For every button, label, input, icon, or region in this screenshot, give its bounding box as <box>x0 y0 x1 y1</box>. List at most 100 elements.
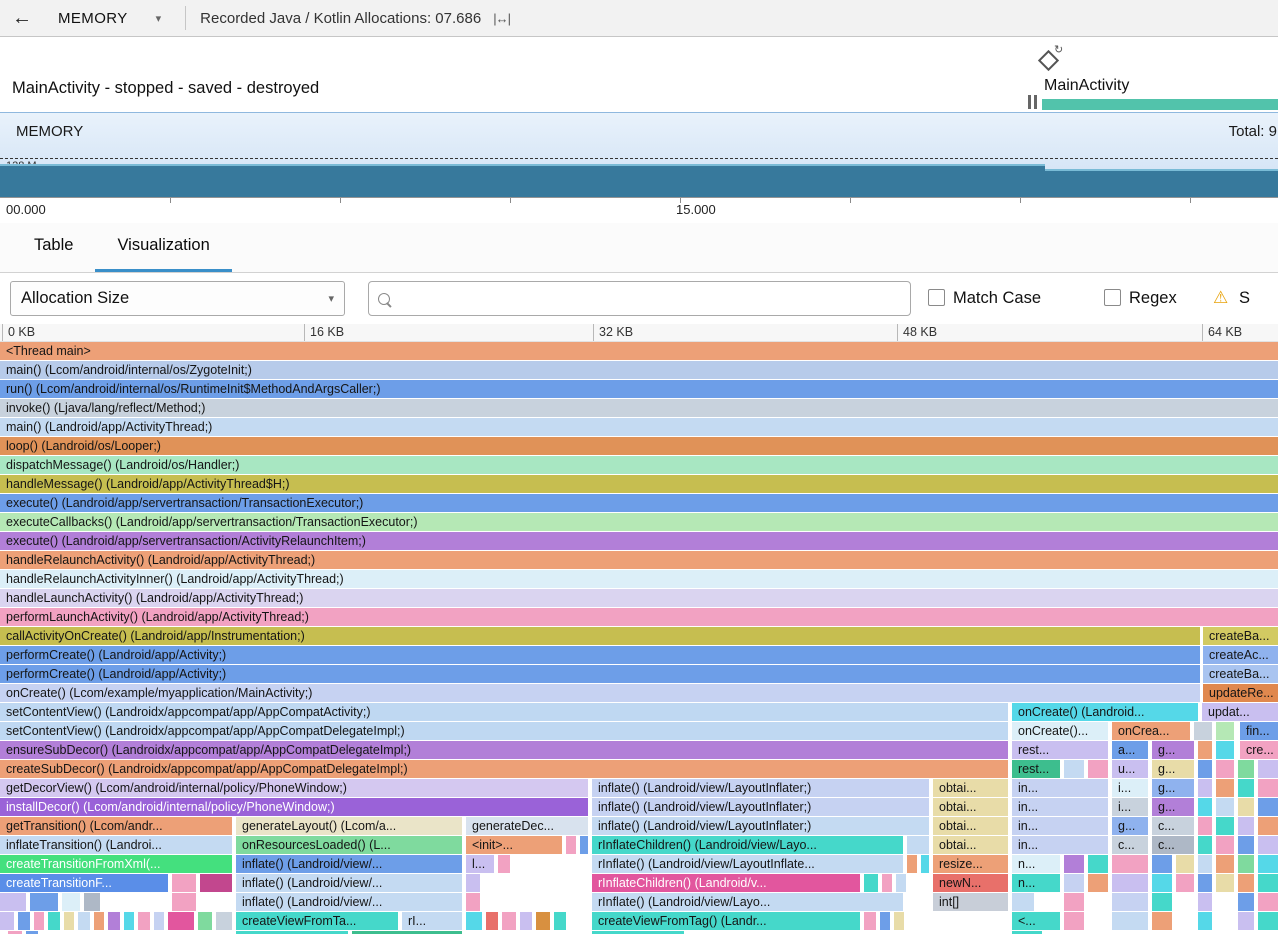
flame-segment[interactable] <box>1012 931 1042 934</box>
flame-segment[interactable] <box>1152 874 1172 892</box>
flame-segment[interactable] <box>1258 836 1278 854</box>
flame-segment[interactable] <box>592 931 684 934</box>
flame-segment[interactable] <box>882 874 892 892</box>
flame-segment[interactable]: main() (Landroid/app/ActivityThread;) <box>0 418 1278 436</box>
flame-segment[interactable]: obtai... <box>933 817 1008 835</box>
flame-segment[interactable] <box>1198 874 1212 892</box>
flame-segment[interactable] <box>1216 760 1234 778</box>
flame-segment[interactable] <box>1258 760 1278 778</box>
flame-segment[interactable]: rest... <box>1012 760 1060 778</box>
flame-segment[interactable]: getTransition() (Lcom/andr... <box>0 817 232 835</box>
flame-segment[interactable]: i... <box>1112 798 1148 816</box>
flame-segment[interactable]: in... <box>1012 817 1108 835</box>
flame-segment[interactable] <box>1198 912 1212 930</box>
flame-segment[interactable]: invoke() (Ljava/lang/reflect/Method;) <box>0 399 1278 417</box>
flame-segment[interactable]: handleLaunchActivity() (Landroid/app/Act… <box>0 589 1278 607</box>
flame-segment[interactable] <box>1258 779 1278 797</box>
flame-segment[interactable]: l... <box>466 855 494 873</box>
flame-segment[interactable]: performCreate() (Landroid/app/Activity;) <box>0 665 1200 683</box>
flame-segment[interactable]: in... <box>1012 779 1108 797</box>
flame-segment[interactable] <box>1216 855 1234 873</box>
flame-segment[interactable]: u... <box>1112 760 1148 778</box>
flame-segment[interactable] <box>907 855 917 873</box>
flame-segment[interactable]: n... <box>1012 855 1060 873</box>
flame-segment[interactable]: a... <box>1112 741 1148 759</box>
flame-segment[interactable] <box>172 874 196 892</box>
search-input[interactable] <box>399 289 901 308</box>
flame-segment[interactable]: inflate() (Landroid/view/LayoutInflater;… <box>592 798 929 816</box>
flame-segment[interactable] <box>1238 817 1254 835</box>
flame-segment[interactable] <box>1064 760 1084 778</box>
flame-segment[interactable]: i... <box>1112 779 1148 797</box>
flame-segment[interactable]: updateRe... <box>1203 684 1278 702</box>
flame-segment[interactable] <box>1198 798 1212 816</box>
flame-segment[interactable] <box>154 912 164 930</box>
flame-segment[interactable]: g... <box>1152 760 1194 778</box>
flame-segment[interactable] <box>236 931 348 934</box>
flame-segment[interactable] <box>1216 817 1234 835</box>
flame-segment[interactable]: createBa... <box>1203 627 1278 645</box>
flame-segment[interactable]: cre... <box>1240 741 1278 759</box>
flame-segment[interactable]: handleRelaunchActivity() (Landroid/app/A… <box>0 551 1278 569</box>
flame-segment[interactable] <box>1258 855 1278 873</box>
flame-segment[interactable]: resize... <box>933 855 1008 873</box>
flame-segment[interactable] <box>1238 779 1254 797</box>
flame-segment[interactable]: loop() (Landroid/os/Looper;) <box>0 437 1278 455</box>
flame-segment[interactable]: g... <box>1152 779 1194 797</box>
flame-segment[interactable]: setContentView() (Landroidx/appcompat/ap… <box>0 703 1008 721</box>
flame-segment[interactable] <box>536 912 550 930</box>
flame-segment[interactable] <box>1112 874 1148 892</box>
flame-segment[interactable] <box>1238 874 1254 892</box>
flame-segment[interactable] <box>1216 836 1234 854</box>
flame-segment[interactable] <box>1112 855 1148 873</box>
flame-segment[interactable] <box>1258 893 1278 911</box>
flame-segment[interactable]: inflate() (Landroid/view/LayoutInflater;… <box>592 817 929 835</box>
group-by-dropdown[interactable]: Allocation Size ▾ <box>10 281 345 316</box>
flame-segment[interactable] <box>26 931 38 934</box>
flame-segment[interactable]: obtai... <box>933 798 1008 816</box>
flame-segment[interactable] <box>108 912 120 930</box>
flame-segment[interactable] <box>580 836 588 854</box>
flame-segment[interactable]: onCreate() (Lcom/example/myapplication/M… <box>0 684 1200 702</box>
flame-segment[interactable]: createViewFromTa... <box>236 912 398 930</box>
flame-segment[interactable]: rInflate() (Landroid/view/Layo... <box>592 893 903 911</box>
flame-segment[interactable] <box>864 912 876 930</box>
flame-segment[interactable]: rI... <box>402 912 462 930</box>
flame-segment[interactable]: executeCallbacks() (Landroid/app/servert… <box>0 513 1278 531</box>
flame-segment[interactable]: inflate() (Landroid/view/... <box>236 855 462 873</box>
flame-segment[interactable]: rInflate() (Landroid/view/LayoutInflate.… <box>592 855 903 873</box>
flame-segment[interactable] <box>1238 760 1254 778</box>
flame-segment[interactable]: onCrea... <box>1112 722 1190 740</box>
flame-segment[interactable]: getDecorView() (Lcom/android/internal/po… <box>0 779 588 797</box>
flame-segment[interactable] <box>520 912 532 930</box>
flame-segment[interactable] <box>896 874 906 892</box>
flame-segment[interactable] <box>1176 874 1194 892</box>
flame-segment[interactable] <box>921 855 929 873</box>
tab-table[interactable]: Table <box>34 236 74 254</box>
flame-segment[interactable]: handleMessage() (Landroid/app/ActivityTh… <box>0 475 1278 493</box>
flame-segment[interactable] <box>466 874 480 892</box>
flame-segment[interactable]: createViewFromTag() (Landr... <box>592 912 860 930</box>
regex-checkbox[interactable] <box>1104 289 1121 306</box>
flame-segment[interactable]: performCreate() (Landroid/app/Activity;) <box>0 646 1200 664</box>
flame-segment[interactable]: g... <box>1112 817 1148 835</box>
flame-segment[interactable] <box>48 912 60 930</box>
flame-segment[interactable]: execute() (Landroid/app/servertransactio… <box>0 532 1278 550</box>
flame-segment[interactable]: g... <box>1152 798 1194 816</box>
flame-segment[interactable] <box>1012 893 1034 911</box>
flame-segment[interactable]: run() (Lcom/android/internal/os/RuntimeI… <box>0 380 1278 398</box>
match-case-checkbox[interactable] <box>928 289 945 306</box>
flame-segment[interactable] <box>1258 912 1278 930</box>
flame-segment[interactable] <box>1216 798 1234 816</box>
flame-segment[interactable]: c... <box>1152 817 1194 835</box>
flame-segment[interactable]: rInflateChildren() (Landroid/view/Layo..… <box>592 836 903 854</box>
flame-segment[interactable]: generateLayout() (Lcom/a... <box>236 817 462 835</box>
flame-segment[interactable] <box>498 855 510 873</box>
flame-segment[interactable] <box>216 912 232 930</box>
flame-segment[interactable]: inflate() (Landroid/view/... <box>236 893 462 911</box>
flame-segment[interactable] <box>1238 912 1254 930</box>
flame-segment[interactable]: performLaunchActivity() (Landroid/app/Ac… <box>0 608 1278 626</box>
flame-segment[interactable]: <Thread main> <box>0 342 1278 360</box>
flame-segment[interactable] <box>124 912 134 930</box>
flame-segment[interactable]: obtai... <box>933 779 1008 797</box>
